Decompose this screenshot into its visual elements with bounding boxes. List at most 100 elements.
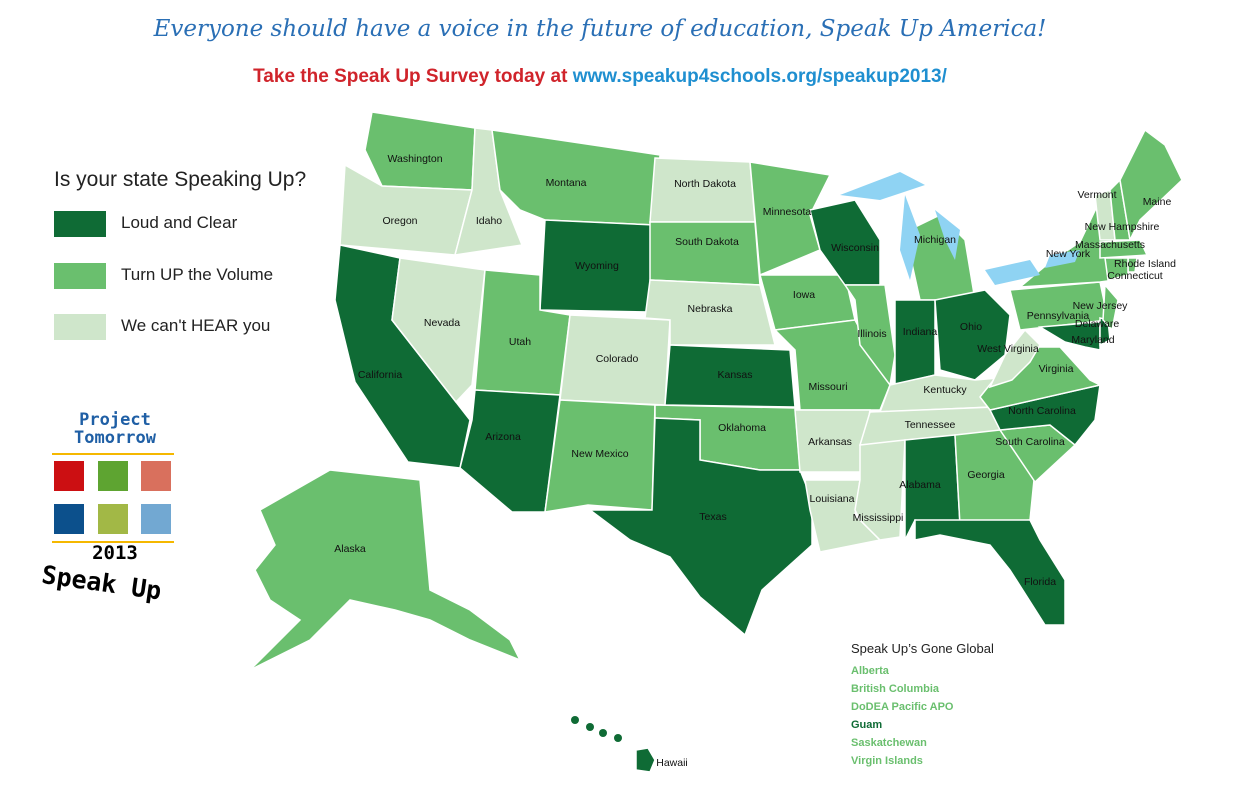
state-label: Texas bbox=[699, 511, 726, 523]
state-label: New Hampshire bbox=[1085, 221, 1160, 233]
state-label: Virginia bbox=[1039, 363, 1074, 375]
state-label: South Carolina bbox=[995, 436, 1065, 448]
hawaii-island bbox=[571, 716, 579, 724]
state-label: Missouri bbox=[808, 381, 847, 393]
state-florida bbox=[914, 519, 1066, 626]
global-item: Guam bbox=[851, 719, 883, 731]
state-georgia bbox=[954, 429, 1036, 526]
state-label: North Dakota bbox=[674, 178, 736, 190]
global-title: Speak Up’s Gone Global bbox=[851, 641, 994, 656]
state-label: Kansas bbox=[717, 369, 752, 381]
global-item: British Columbia bbox=[851, 683, 940, 695]
state-label: Ohio bbox=[960, 321, 982, 333]
state-label: Maryland bbox=[1071, 334, 1114, 346]
state-texas bbox=[587, 417, 813, 637]
state-label: Minnesota bbox=[763, 206, 812, 218]
state-label: New Mexico bbox=[571, 448, 628, 460]
state-label: Connecticut bbox=[1107, 270, 1163, 282]
headline: Everyone should have a voice in the futu… bbox=[153, 16, 1047, 42]
state-label: Iowa bbox=[793, 289, 815, 301]
hawaii-island bbox=[599, 729, 607, 737]
logo-square bbox=[98, 461, 128, 491]
state-label: Florida bbox=[1024, 576, 1056, 588]
global-item: Saskatchewan bbox=[851, 737, 927, 749]
cta-text: Take the Speak Up Survey today at bbox=[253, 66, 573, 87]
state-massachusetts bbox=[1099, 239, 1149, 259]
state-label: Arizona bbox=[485, 431, 521, 443]
legend-swatch-cant-hear bbox=[54, 314, 106, 340]
global-item: DoDEA Pacific APO bbox=[851, 701, 954, 713]
global-list: Speak Up’s Gone Global Alberta British C… bbox=[851, 641, 994, 773]
state-label: Rhode Island bbox=[1114, 258, 1176, 270]
state-north-dakota bbox=[649, 157, 756, 223]
state-label: Maine bbox=[1143, 196, 1172, 208]
state-label: Tennessee bbox=[905, 419, 956, 431]
logo-square bbox=[141, 461, 171, 491]
state-label: New York bbox=[1046, 248, 1091, 260]
state-label: Wisconsin bbox=[831, 242, 879, 254]
state-hawaii bbox=[635, 747, 656, 773]
state-indiana bbox=[894, 299, 936, 386]
state-label: Washington bbox=[387, 153, 442, 165]
legend-label-turn-up: Turn UP the Volume bbox=[121, 265, 274, 284]
state-label: Nevada bbox=[424, 317, 460, 329]
state-label: Georgia bbox=[967, 469, 1005, 481]
survey-link[interactable]: www.speakup4schools.org/speakup2013/ bbox=[572, 66, 947, 87]
state-label: Indiana bbox=[903, 326, 938, 338]
state-label: South Dakota bbox=[675, 236, 739, 248]
state-connecticut bbox=[1104, 257, 1129, 281]
global-item: Virgin Islands bbox=[851, 755, 923, 767]
state-new-jersey bbox=[1102, 283, 1119, 332]
legend-title: Is your state Speaking Up? bbox=[54, 168, 307, 191]
state-label: Delaware bbox=[1075, 318, 1120, 330]
state-label: Oklahoma bbox=[718, 422, 766, 434]
state-kansas bbox=[664, 344, 796, 408]
state-label: Louisiana bbox=[810, 493, 855, 505]
logo-square bbox=[54, 461, 84, 491]
state-label: Alabama bbox=[899, 479, 941, 491]
state-label: West Virginia bbox=[977, 343, 1039, 355]
state-washington bbox=[364, 111, 476, 191]
state-label: California bbox=[358, 369, 403, 381]
logo-square bbox=[98, 504, 128, 534]
state-label: Mississippi bbox=[853, 512, 904, 524]
great-lake bbox=[935, 210, 960, 260]
state-new-mexico bbox=[544, 399, 656, 513]
state-label: New Jersey bbox=[1073, 300, 1129, 312]
state-arizona bbox=[459, 389, 561, 513]
state-label: Nebraska bbox=[688, 303, 733, 315]
state-label: Alaska bbox=[334, 543, 366, 555]
logo-year: 2013 bbox=[92, 542, 138, 564]
state-label: Oregon bbox=[382, 215, 417, 227]
state-label: Illinois bbox=[857, 328, 886, 340]
state-label: North Carolina bbox=[1008, 405, 1076, 417]
legend-label-loud: Loud and Clear bbox=[121, 213, 238, 232]
state-mississippi bbox=[854, 439, 906, 541]
state-south-dakota bbox=[649, 221, 761, 286]
logo-line2: Tomorrow bbox=[74, 428, 156, 448]
state-label: Montana bbox=[546, 177, 587, 189]
state-label: Pennsylvania bbox=[1027, 310, 1090, 322]
great-lake bbox=[900, 195, 920, 280]
hawaii-island bbox=[614, 734, 622, 742]
global-item: Alberta bbox=[851, 665, 889, 677]
legend-swatch-turn-up bbox=[54, 263, 106, 289]
state-label: Massachusetts bbox=[1075, 239, 1145, 251]
state-label: Michigan bbox=[914, 234, 956, 246]
survey-cta: Take the Speak Up Survey today at www.sp… bbox=[0, 66, 1200, 88]
state-label: Vermont bbox=[1077, 189, 1116, 201]
state-label: Colorado bbox=[596, 353, 639, 365]
great-lake bbox=[840, 172, 925, 200]
legend-swatch-loud bbox=[54, 211, 106, 237]
state-label: Idaho bbox=[476, 215, 502, 227]
project-tomorrow-logo: Project Tomorrow 2013 Speak Up bbox=[40, 408, 190, 605]
state-alaska bbox=[249, 469, 522, 671]
state-label: Wyoming bbox=[575, 260, 619, 272]
great-lake bbox=[985, 260, 1040, 285]
state-label: Kentucky bbox=[923, 384, 967, 396]
state-ohio bbox=[934, 289, 1011, 381]
logo-square bbox=[141, 504, 171, 534]
state-nevada bbox=[391, 257, 486, 404]
legend-label-cant-hear: We can't HEAR you bbox=[121, 316, 271, 335]
